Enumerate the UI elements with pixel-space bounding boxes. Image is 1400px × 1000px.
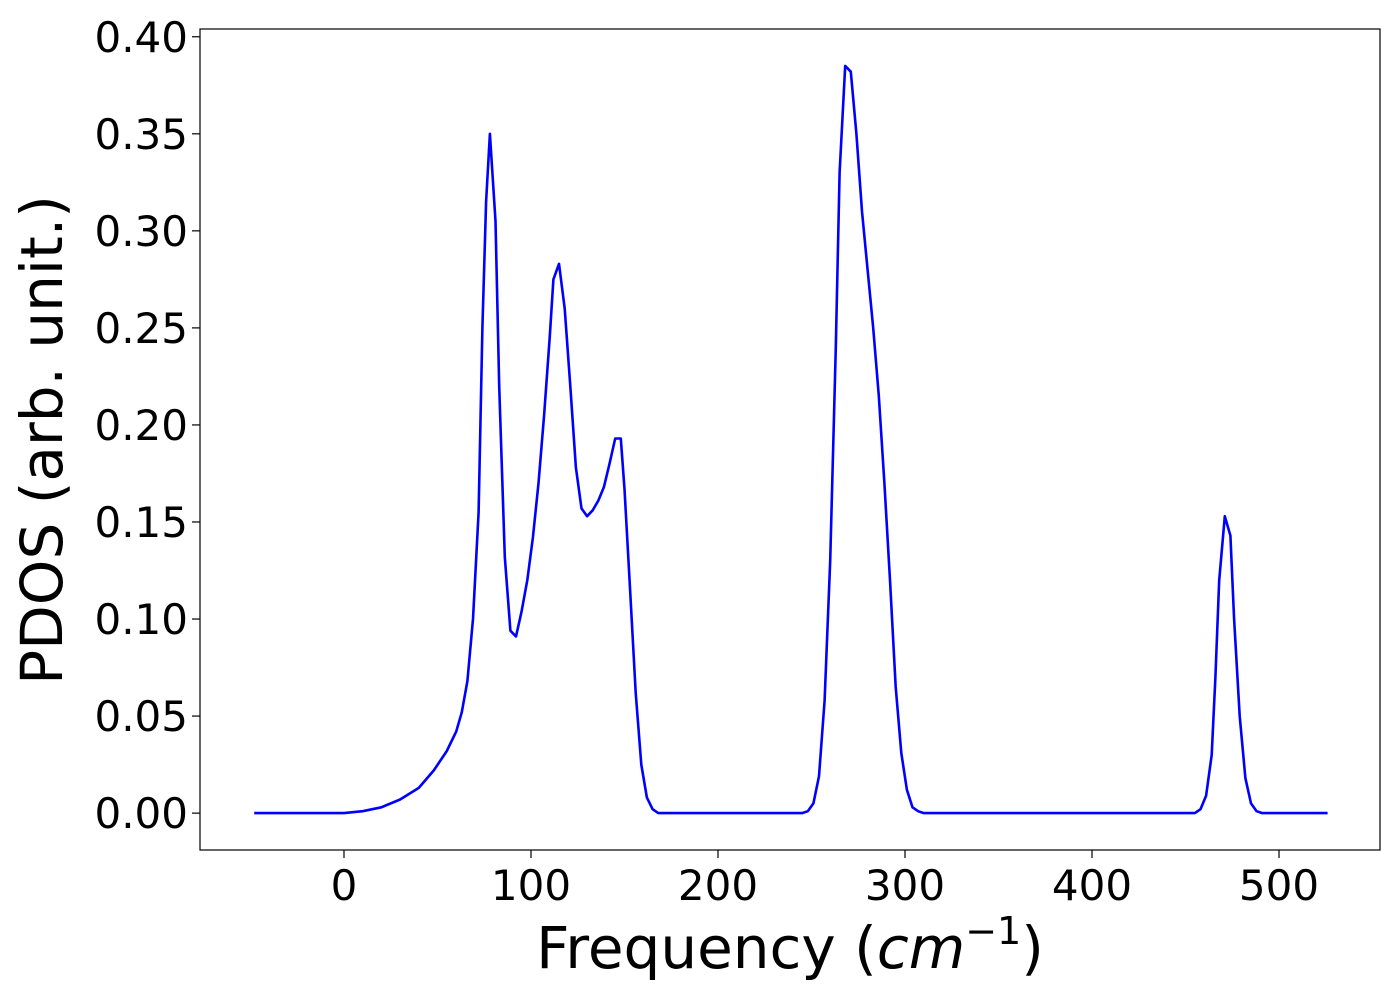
- y-tick-label: 0.00: [94, 789, 188, 838]
- x-tick-label: 400: [1052, 861, 1132, 910]
- y-tick-label: 0.25: [94, 304, 188, 353]
- x-axis-label-main: Frequency (: [536, 914, 877, 982]
- x-tick-label: 500: [1239, 861, 1319, 910]
- y-axis-ticks: 0.00 0.05 0.10 0.15 0.20 0.25 0.30 0.35 0.40: [94, 13, 200, 838]
- x-axis-ticks: 0 100 200 300 400 500: [331, 850, 1319, 910]
- x-tick-label: 200: [678, 861, 758, 910]
- y-tick-label: 0.20: [94, 401, 188, 450]
- x-axis-label-exponent: −1: [965, 909, 1021, 953]
- plot-area: [199, 28, 1381, 851]
- y-tick-label: 0.40: [94, 13, 188, 62]
- y-tick-label: 0.10: [94, 595, 188, 644]
- y-tick-label: 0.35: [94, 110, 188, 159]
- y-tick-label: 0.15: [94, 498, 188, 547]
- x-axis-label: Frequency (cm−1): [536, 909, 1044, 982]
- x-axis-label-close: ): [1021, 914, 1044, 982]
- x-tick-label: 0: [331, 861, 358, 910]
- pdos-series-line: [254, 64, 1328, 815]
- y-tick-label: 0.30: [94, 207, 188, 256]
- y-axis-label: PDOS (arb. unit.): [8, 195, 76, 685]
- x-tick-label: 100: [491, 861, 571, 910]
- x-tick-label: 300: [865, 861, 945, 910]
- y-tick-label: 0.05: [94, 692, 188, 741]
- x-axis-label-unit: cm: [877, 914, 965, 982]
